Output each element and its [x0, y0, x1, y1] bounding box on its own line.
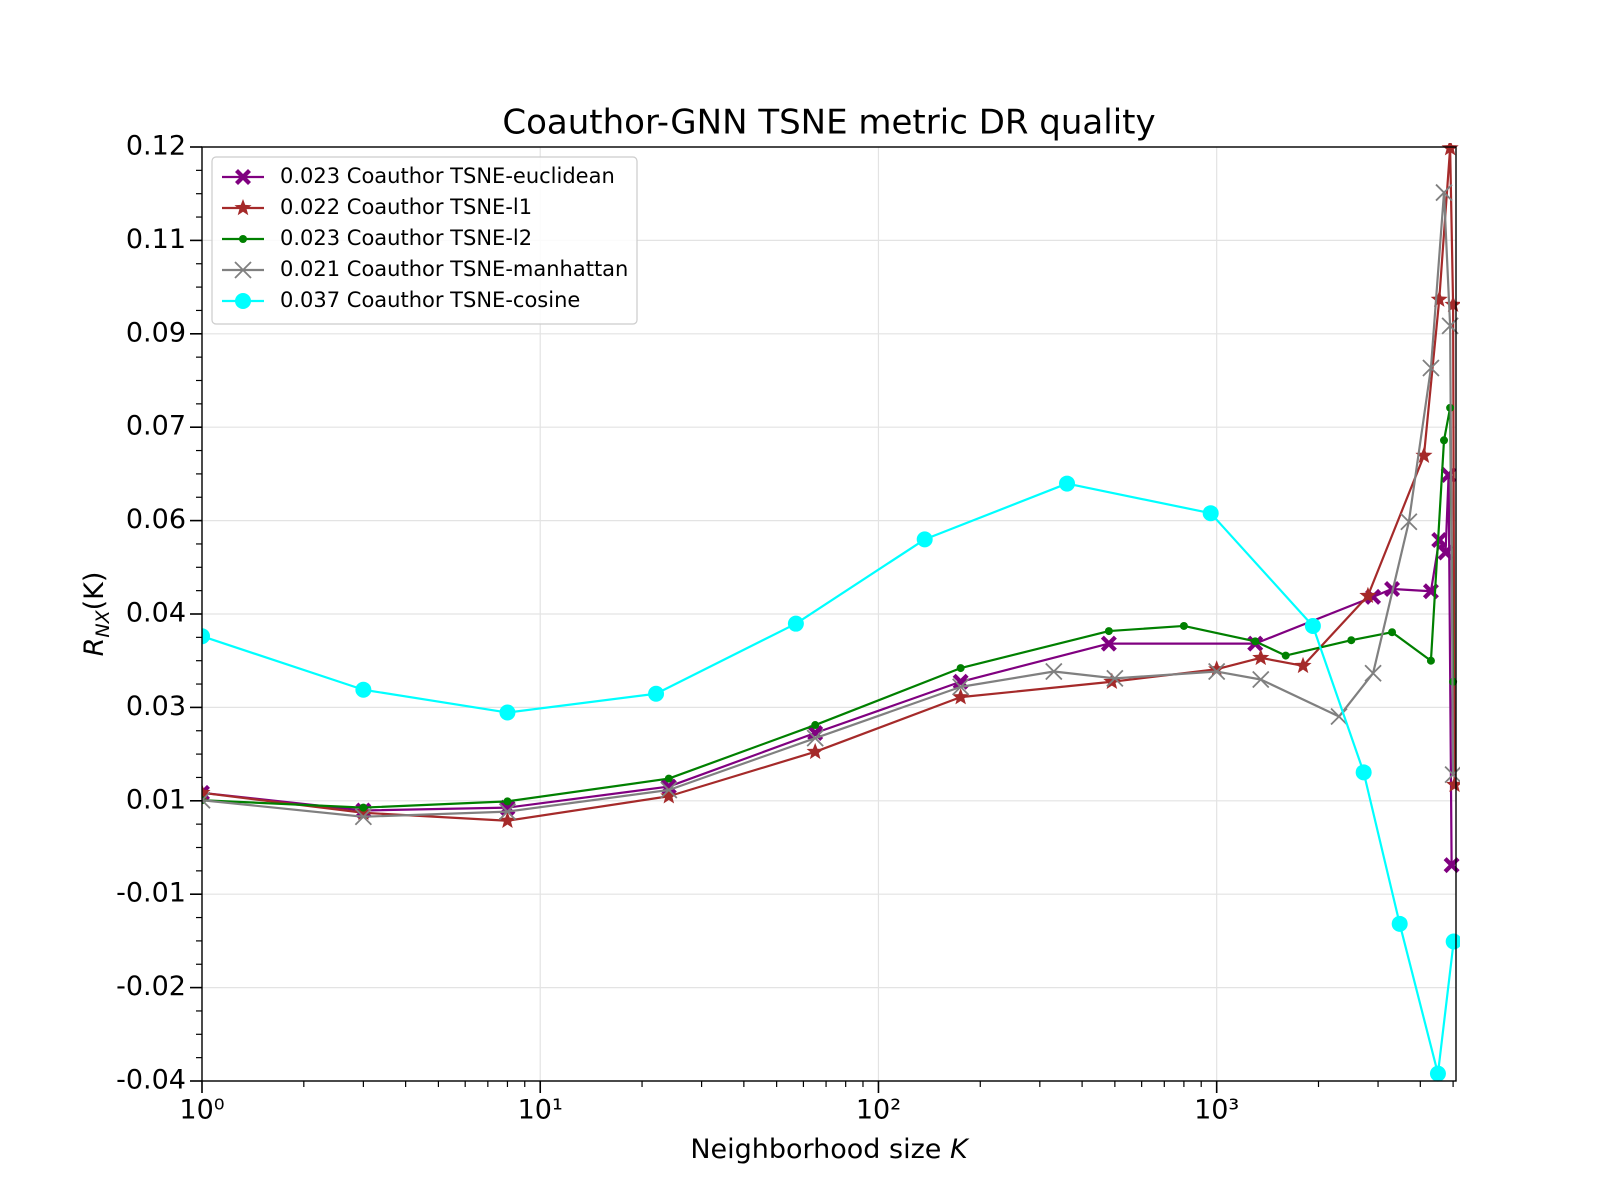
marker: [1422, 359, 1440, 377]
legend-label: 0.023 Coauthor TSNE-l2: [280, 226, 532, 250]
marker: [1400, 513, 1418, 531]
legend-label: 0.021 Coauthor TSNE-manhattan: [280, 257, 628, 281]
marker: [1445, 933, 1460, 950]
marker: [1391, 915, 1408, 932]
marker: [1202, 505, 1219, 522]
marker: [234, 261, 252, 279]
marker: [806, 742, 824, 760]
marker: [202, 791, 211, 809]
marker: [1208, 662, 1226, 681]
marker: [235, 169, 251, 185]
marker: [1208, 660, 1226, 677]
marker: [1330, 707, 1348, 726]
marker: [1104, 627, 1113, 636]
marker: [1437, 544, 1454, 561]
x-tick-label: 10³: [1194, 1095, 1239, 1126]
marker: [354, 808, 373, 826]
marker: [1304, 617, 1321, 634]
marker: [1435, 183, 1453, 202]
marker: [952, 688, 970, 705]
x-axis-label: Neighborhood size K: [690, 1134, 970, 1165]
marker: [235, 293, 251, 309]
x-label-text: Neighborhood size: [690, 1134, 950, 1165]
legend-label: 0.037 Coauthor TSNE-cosine: [280, 288, 580, 312]
marker: [806, 729, 824, 747]
marker: [648, 685, 665, 702]
legend-label: 0.023 Coauthor TSNE-euclidean: [280, 164, 615, 188]
y-label-tail: (K): [79, 572, 110, 611]
marker: [811, 721, 820, 730]
y-tick-label: 0.11: [126, 224, 186, 255]
y-tick-label: -0.04: [116, 1065, 186, 1096]
marker: [1431, 531, 1448, 548]
y-label-sub: NX: [92, 609, 114, 637]
marker: [660, 781, 678, 799]
marker: [664, 774, 673, 783]
marker: [202, 628, 210, 645]
marker: [1251, 637, 1260, 646]
chart-title: Coauthor-GNN TSNE metric DR quality: [502, 103, 1155, 143]
marker: [660, 787, 678, 804]
legend-label: 0.022 Coauthor TSNE-l1: [280, 195, 532, 219]
x-tick-label: 10⁰: [179, 1095, 224, 1126]
y-tick-label: -0.01: [116, 878, 186, 909]
series-line: [202, 482, 1455, 1075]
marker: [1252, 670, 1270, 689]
marker: [1441, 143, 1459, 156]
marker: [1179, 621, 1188, 630]
marker: [498, 811, 517, 829]
x-tick-label: 10¹: [518, 1095, 563, 1126]
legend-box: [211, 156, 638, 325]
y-tick-label: 0.07: [126, 411, 186, 442]
series-line: [202, 406, 1455, 809]
plot-area: [202, 143, 1460, 1082]
marker: [1252, 648, 1270, 666]
marker: [916, 531, 933, 548]
y-tick-label: 0.12: [126, 131, 186, 162]
y-tick-label: 0.01: [126, 784, 186, 815]
marker: [1429, 1065, 1446, 1082]
marker: [234, 199, 252, 216]
x-label-var: K: [950, 1134, 970, 1165]
marker: [1106, 669, 1124, 687]
marker: [202, 783, 211, 801]
legend: 0.023 Coauthor TSNE-euclidean 0.022 Coaut…: [211, 156, 638, 325]
marker: [952, 678, 970, 696]
plot-frame: [201, 146, 1457, 1082]
marker: [359, 803, 368, 812]
marker: [1415, 446, 1433, 463]
marker: [1440, 436, 1449, 445]
marker: [1426, 656, 1435, 665]
marker: [499, 704, 516, 721]
marker: [1359, 586, 1377, 604]
y-tick-label: 0.06: [126, 504, 186, 535]
y-tick-label: 0.04: [126, 598, 186, 629]
marker: [1059, 475, 1076, 492]
y-tick-label: 0.03: [126, 691, 186, 722]
marker: [1444, 765, 1460, 784]
marker: [1388, 628, 1397, 637]
marker: [1100, 635, 1117, 652]
y-axis-label: RNX(K): [79, 572, 114, 657]
marker: [354, 803, 372, 821]
marker: [503, 797, 512, 806]
marker: [498, 802, 517, 821]
marker: [1355, 764, 1372, 781]
marker: [1364, 664, 1382, 682]
marker: [1045, 662, 1063, 681]
y-tick-label: 0.09: [126, 317, 186, 348]
marker: [1430, 290, 1448, 307]
y-label-base: R: [79, 638, 110, 657]
y-tick-label: -0.02: [116, 971, 186, 1002]
marker: [956, 664, 965, 673]
marker: [787, 615, 804, 632]
marker: [1294, 656, 1312, 674]
marker: [239, 235, 247, 243]
x-tick-label: 10²: [856, 1095, 901, 1126]
marker: [355, 681, 372, 698]
marker: [1347, 636, 1356, 645]
marker: [1281, 651, 1290, 660]
